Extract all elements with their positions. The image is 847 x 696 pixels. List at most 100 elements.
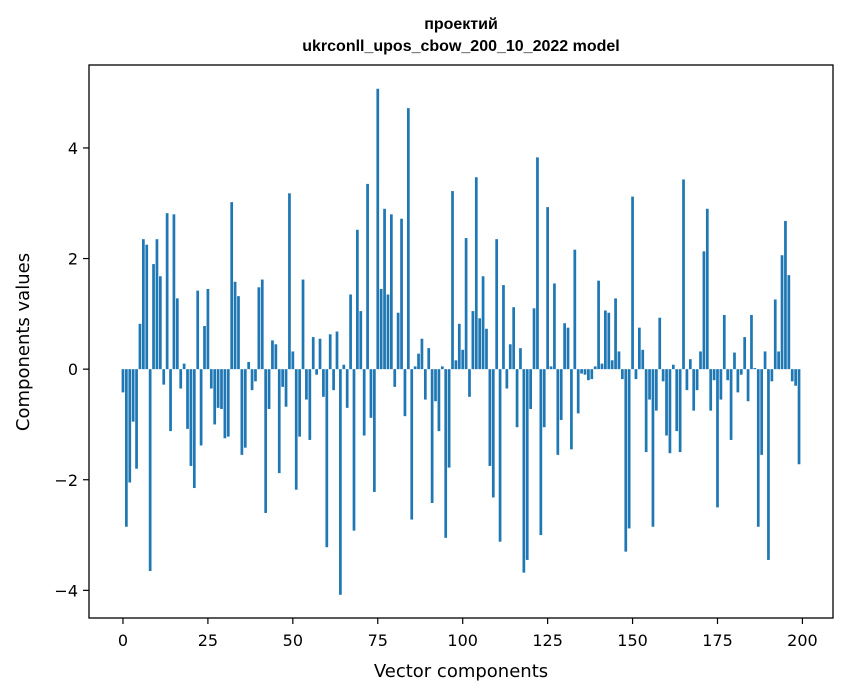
bar-75	[376, 88, 380, 370]
bar-73	[369, 369, 373, 418]
bar-64	[339, 369, 342, 595]
x-tick-label: 175	[702, 631, 733, 650]
bar-110	[495, 239, 499, 370]
x-tick-label: 125	[532, 631, 563, 650]
bar-78	[386, 294, 390, 370]
bar-96	[447, 369, 451, 468]
y-tick-label: −4	[54, 581, 78, 600]
bar-174	[712, 369, 716, 381]
bar-7	[145, 244, 149, 370]
bar-94	[440, 366, 444, 370]
bar-10	[155, 239, 159, 370]
bar-39	[254, 369, 257, 382]
bar-169	[695, 369, 699, 391]
x-tick-label: 200	[787, 631, 818, 650]
bar-69	[356, 229, 359, 370]
bar-95	[444, 369, 448, 538]
bar-146	[617, 351, 621, 370]
bar-11	[158, 276, 162, 370]
bar-29	[220, 369, 223, 409]
y-axis-label: Components values	[13, 253, 34, 431]
bar-66	[345, 369, 349, 408]
x-tick-label: 100	[447, 631, 478, 650]
bar-191	[770, 369, 774, 382]
bar-43	[267, 369, 271, 409]
bar-9	[152, 264, 155, 370]
bar-65	[342, 364, 346, 370]
bar-91	[430, 369, 434, 503]
bar-8	[148, 369, 152, 571]
bar-25	[206, 288, 210, 370]
bar-79	[390, 214, 393, 370]
bar-51	[294, 369, 298, 490]
bar-160	[665, 369, 668, 436]
bar-129	[559, 369, 563, 421]
bar-22	[196, 290, 200, 370]
bar-126	[549, 366, 553, 370]
y-tick-label: 2	[68, 250, 78, 269]
bar-49	[288, 193, 291, 370]
bar-103	[471, 311, 475, 370]
bar-155	[648, 369, 651, 400]
bar-4	[135, 369, 138, 469]
bar-46	[277, 369, 281, 474]
bar-117	[519, 348, 522, 370]
y-tick-label: 4	[68, 139, 78, 158]
y-tick-label: −2	[54, 471, 78, 490]
bar-15	[172, 214, 176, 370]
bar-170	[699, 351, 702, 370]
bar-68	[352, 369, 356, 531]
bar-38	[250, 369, 254, 391]
bar-1	[125, 369, 128, 527]
bar-186	[753, 368, 757, 370]
bar-2	[128, 369, 132, 483]
bar-143	[607, 312, 611, 370]
bar-176	[719, 369, 723, 400]
bar-97	[451, 191, 454, 370]
bar-20	[189, 369, 193, 466]
bar-27	[213, 369, 217, 425]
bar-133	[573, 249, 577, 370]
bar-134	[576, 369, 580, 414]
bar-106	[481, 276, 485, 370]
bar-55	[308, 369, 312, 440]
bar-59	[322, 369, 325, 397]
bar-168	[692, 369, 696, 411]
bar-89	[423, 369, 427, 400]
bar-71	[362, 369, 366, 436]
bar-50	[291, 351, 295, 370]
x-axis-ticks: 0 25 50 75 100 125 150 175 200	[118, 618, 818, 650]
bar-135	[580, 369, 583, 374]
bar-61	[328, 334, 332, 370]
bar-77	[383, 208, 386, 370]
bar-120	[529, 369, 532, 409]
bar-6	[142, 239, 145, 370]
bar-24	[203, 326, 206, 370]
bar-142	[604, 310, 607, 370]
bar-54	[305, 369, 308, 400]
plot-area-frame	[88, 64, 834, 619]
bar-177	[722, 314, 726, 370]
x-tick-label: 150	[617, 631, 648, 650]
bar-199	[797, 369, 801, 465]
y-axis-ticks: −4 −2 0 2 4	[54, 139, 89, 600]
x-tick-label: 75	[368, 631, 388, 650]
bar-166	[685, 369, 689, 391]
bar-60	[325, 369, 329, 548]
bar-189	[763, 351, 767, 370]
bar-113	[505, 369, 509, 389]
bar-28	[216, 369, 220, 408]
bar-13	[165, 213, 169, 370]
bar-115	[512, 307, 516, 370]
bar-114	[508, 344, 512, 370]
bar-33	[233, 281, 237, 370]
bar-3	[131, 369, 135, 422]
bar-76	[379, 288, 383, 370]
bar-192	[773, 299, 777, 370]
bar-131	[566, 327, 570, 370]
bar-90	[427, 348, 431, 370]
bar-36	[243, 369, 247, 448]
bar-111	[498, 369, 502, 542]
bar-195	[784, 220, 787, 370]
bar-35	[240, 369, 244, 455]
